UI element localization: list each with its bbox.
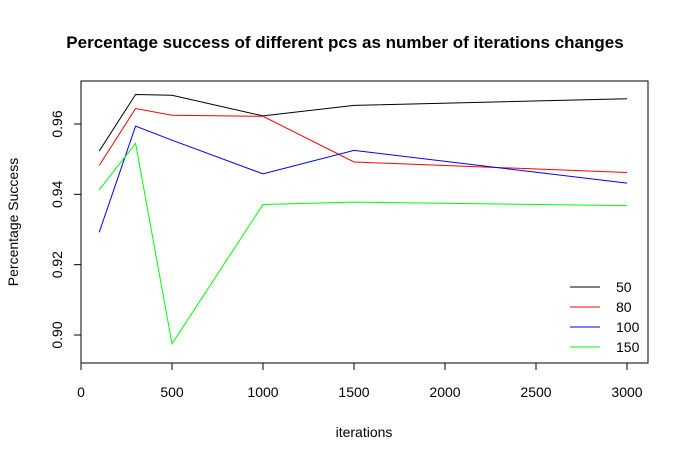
x-tick-label: 1500 <box>338 384 369 400</box>
series-line-150 <box>98 142 628 346</box>
legend-label-100: 100 <box>616 319 640 335</box>
x-axis-label: iterations <box>336 424 393 440</box>
x-tick-label: 3000 <box>611 384 642 400</box>
y-axis: 0.90 0.92 0.94 0.96 <box>49 110 82 349</box>
x-axis: 0 500 1000 1500 2000 2500 3000 <box>77 362 643 400</box>
series-line-50 <box>98 93 628 152</box>
plot-area <box>80 80 649 364</box>
legend-label-50: 50 <box>616 279 632 295</box>
x-tick-label: 2000 <box>429 384 460 400</box>
y-tick-label: 0.90 <box>49 321 65 348</box>
y-axis-label: Percentage Success <box>5 158 21 286</box>
y-tick-label: 0.96 <box>49 110 65 137</box>
x-tick-label: 0 <box>77 384 85 400</box>
series-line-100 <box>98 125 628 233</box>
x-tick-label: 500 <box>160 384 184 400</box>
y-tick-label: 0.92 <box>49 251 65 278</box>
y-tick-label: 0.94 <box>49 180 65 207</box>
legend-label-150: 150 <box>616 339 640 355</box>
legend-label-80: 80 <box>616 299 632 315</box>
legend: 50 80 100 150 <box>570 279 640 355</box>
chart-title: Percentage success of different pcs as n… <box>66 33 623 52</box>
series-lines <box>98 93 628 346</box>
x-tick-label: 2500 <box>520 384 551 400</box>
x-tick-label: 1000 <box>247 384 278 400</box>
series-line-80 <box>98 107 628 173</box>
